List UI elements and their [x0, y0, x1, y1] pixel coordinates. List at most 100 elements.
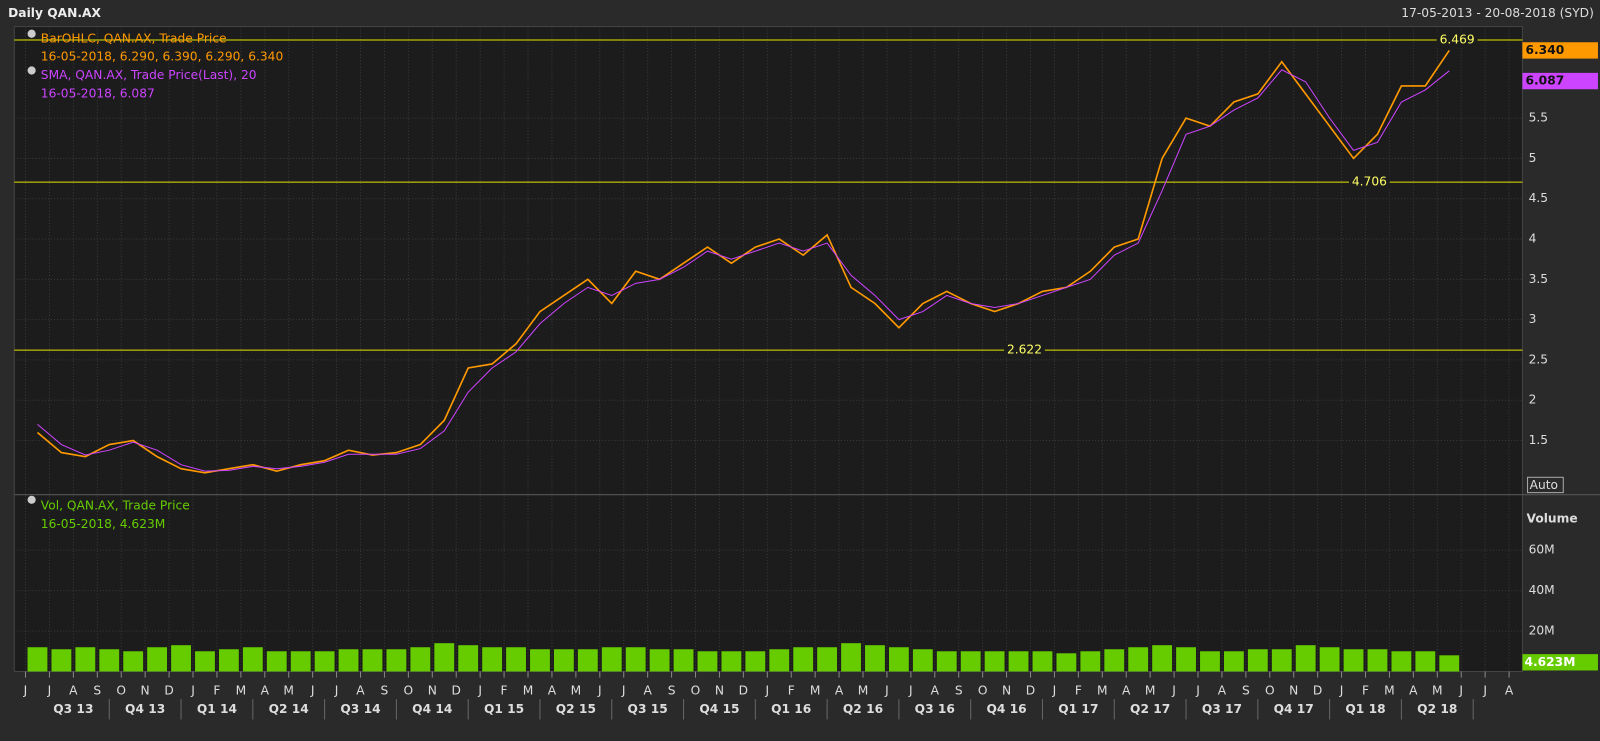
volume-bar [1391, 651, 1412, 672]
volume-bar [99, 649, 120, 672]
x-tick-label: J [884, 683, 889, 697]
x-tick-label: F [1075, 683, 1082, 697]
x-tick-label: N [715, 683, 724, 697]
scale-label: Auto [1530, 478, 1558, 492]
volume-bar [27, 647, 48, 672]
volume-bar [458, 645, 479, 672]
x-tick-label: J [477, 683, 482, 697]
volume-bar [482, 647, 503, 672]
volume-bar [1271, 649, 1292, 672]
volume-bar [1128, 647, 1149, 672]
volume-bar [171, 645, 191, 672]
volume-bar [841, 643, 861, 672]
volume-bar [673, 649, 694, 672]
x-tick-label: M [1432, 683, 1443, 697]
legend-value: 16-05-2018, 6.290, 6.390, 6.290, 6.340 [41, 50, 283, 64]
x-tick-label: N [141, 683, 150, 697]
volume-bar [865, 645, 885, 672]
y-tick-label: 3.5 [1529, 272, 1548, 286]
x-tick-label: J [597, 683, 602, 697]
last-badge-label: 6.340 [1526, 43, 1565, 57]
volume-bar [1439, 655, 1460, 672]
volume-bar [506, 647, 526, 672]
chart-title: Daily QAN.AX [8, 6, 101, 20]
quarter-label: Q2 15 [556, 702, 596, 716]
x-tick-label: J [190, 683, 195, 697]
legend-icon [27, 29, 36, 38]
x-tick-label: N [1002, 683, 1011, 697]
volume-bar [625, 647, 646, 672]
last-badge [1522, 654, 1598, 671]
level-label: 6.469 [1440, 33, 1475, 47]
volume-bar [1223, 651, 1244, 672]
last-badge [1522, 42, 1598, 59]
volume-bar [1104, 649, 1125, 672]
x-tick-label: A [356, 683, 365, 697]
volume-bar [936, 651, 957, 672]
quarter-label: Q3 16 [915, 702, 955, 716]
x-tick-label: A [1122, 683, 1131, 697]
x-tick-label: M [858, 683, 869, 697]
volume-bar [75, 647, 96, 672]
volume-bar [338, 649, 359, 672]
x-tick-label: N [1289, 683, 1298, 697]
quarter-label: Q4 13 [125, 702, 165, 716]
x-tick-label: O [691, 683, 701, 697]
last-badge-label: 6.087 [1526, 74, 1565, 88]
y-tick-label: 5 [1529, 151, 1537, 165]
last-badge-label: 4.623M [1524, 655, 1575, 669]
date-range: 17-05-2013 - 20-08-2018 (SYD) [1401, 6, 1594, 20]
legend-name: SMA, QAN.AX, Trade Price(Last), 20 [41, 68, 257, 82]
x-tick-label: D [452, 683, 461, 697]
x-tick-label: M [1384, 683, 1395, 697]
x-tick-label: A [1218, 683, 1227, 697]
volume-bar [1008, 651, 1029, 672]
volume-title: Volume [1527, 512, 1578, 526]
level-label-bg [1348, 174, 1390, 190]
quarter-label: Q3 14 [340, 702, 380, 716]
volume-bar [266, 651, 287, 672]
x-tick-label: N [428, 683, 437, 697]
price-line [37, 69, 1450, 472]
volume-bar [553, 649, 574, 672]
level-label-bg [1004, 342, 1045, 358]
y-tick-label: 3 [1529, 312, 1537, 326]
level-label-bg [1436, 32, 1478, 48]
volume-bar [601, 647, 622, 672]
x-tick-label: J [334, 683, 339, 697]
quarter-label: Q3 15 [628, 702, 668, 716]
x-tick-label: S [381, 683, 389, 697]
volume-bar [817, 647, 838, 672]
legend-icon [27, 66, 36, 75]
x-tick-label: O [404, 683, 414, 697]
x-tick-label: F [501, 683, 508, 697]
volume-bar [1032, 651, 1053, 672]
legend-name: Vol, QAN.AX, Trade Price [41, 498, 190, 512]
legend-value: 16-05-2018, 6.087 [41, 87, 155, 101]
volume-bar [290, 651, 311, 672]
x-tick-label: M [810, 683, 821, 697]
x-tick-label: A [69, 683, 78, 697]
volume-bar [1295, 645, 1316, 672]
x-tick-label: A [548, 683, 557, 697]
quarter-label: Q1 17 [1058, 702, 1098, 716]
volume-bar [314, 651, 335, 672]
plot-area [13, 26, 1523, 673]
quarter-label: Q3 17 [1202, 702, 1242, 716]
quarter-label: Q1 15 [484, 702, 524, 716]
x-tick-label: J [1052, 683, 1057, 697]
volume-bar [1200, 651, 1220, 672]
x-tick-label: D [1313, 683, 1322, 697]
volume-bar [1080, 651, 1101, 672]
legend-icon [27, 495, 36, 504]
y-tick-label: 1.5 [1529, 433, 1548, 447]
volume-bar [1152, 645, 1173, 672]
x-tick-label: J [310, 683, 315, 697]
x-tick-label: M [236, 683, 247, 697]
x-tick-label: M [283, 683, 294, 697]
volume-bar [1367, 649, 1388, 672]
quarter-label: Q1 18 [1345, 702, 1385, 716]
x-tick-label: S [955, 683, 963, 697]
quarter-label: Q2 14 [269, 702, 309, 716]
volume-bar [1415, 651, 1436, 672]
